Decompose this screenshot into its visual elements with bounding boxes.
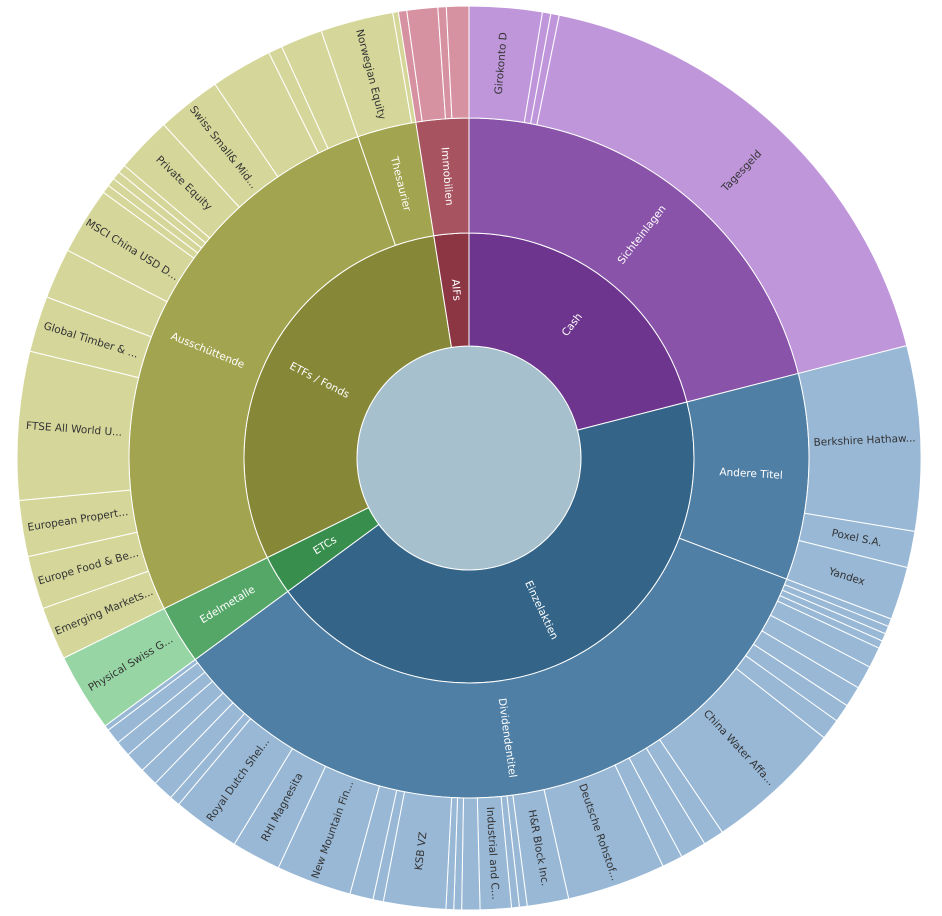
slice-label-immobilien: Immobilien — [439, 147, 456, 206]
slice-label-andere-titel: Andere Titel — [719, 466, 783, 482]
slice-label-ksb-vz: KSB VZ — [413, 831, 430, 871]
slice-level2-item-18[interactable] — [461, 797, 481, 911]
sunburst-center[interactable] — [356, 345, 582, 571]
sunburst-slices — [16, 5, 922, 911]
slice-label-industrial-and-c: Industrial and C... — [484, 807, 502, 901]
slice-label-aifs: AIFs — [449, 279, 463, 302]
slice-level2-item-3[interactable] — [445, 5, 470, 119]
slice-tagesgeld[interactable] — [536, 14, 908, 375]
slice-label-berkshire-hathaw: Berkshire Hathaw... — [813, 432, 916, 448]
slice-label-girokonto-d: Girokonto D — [493, 32, 510, 95]
